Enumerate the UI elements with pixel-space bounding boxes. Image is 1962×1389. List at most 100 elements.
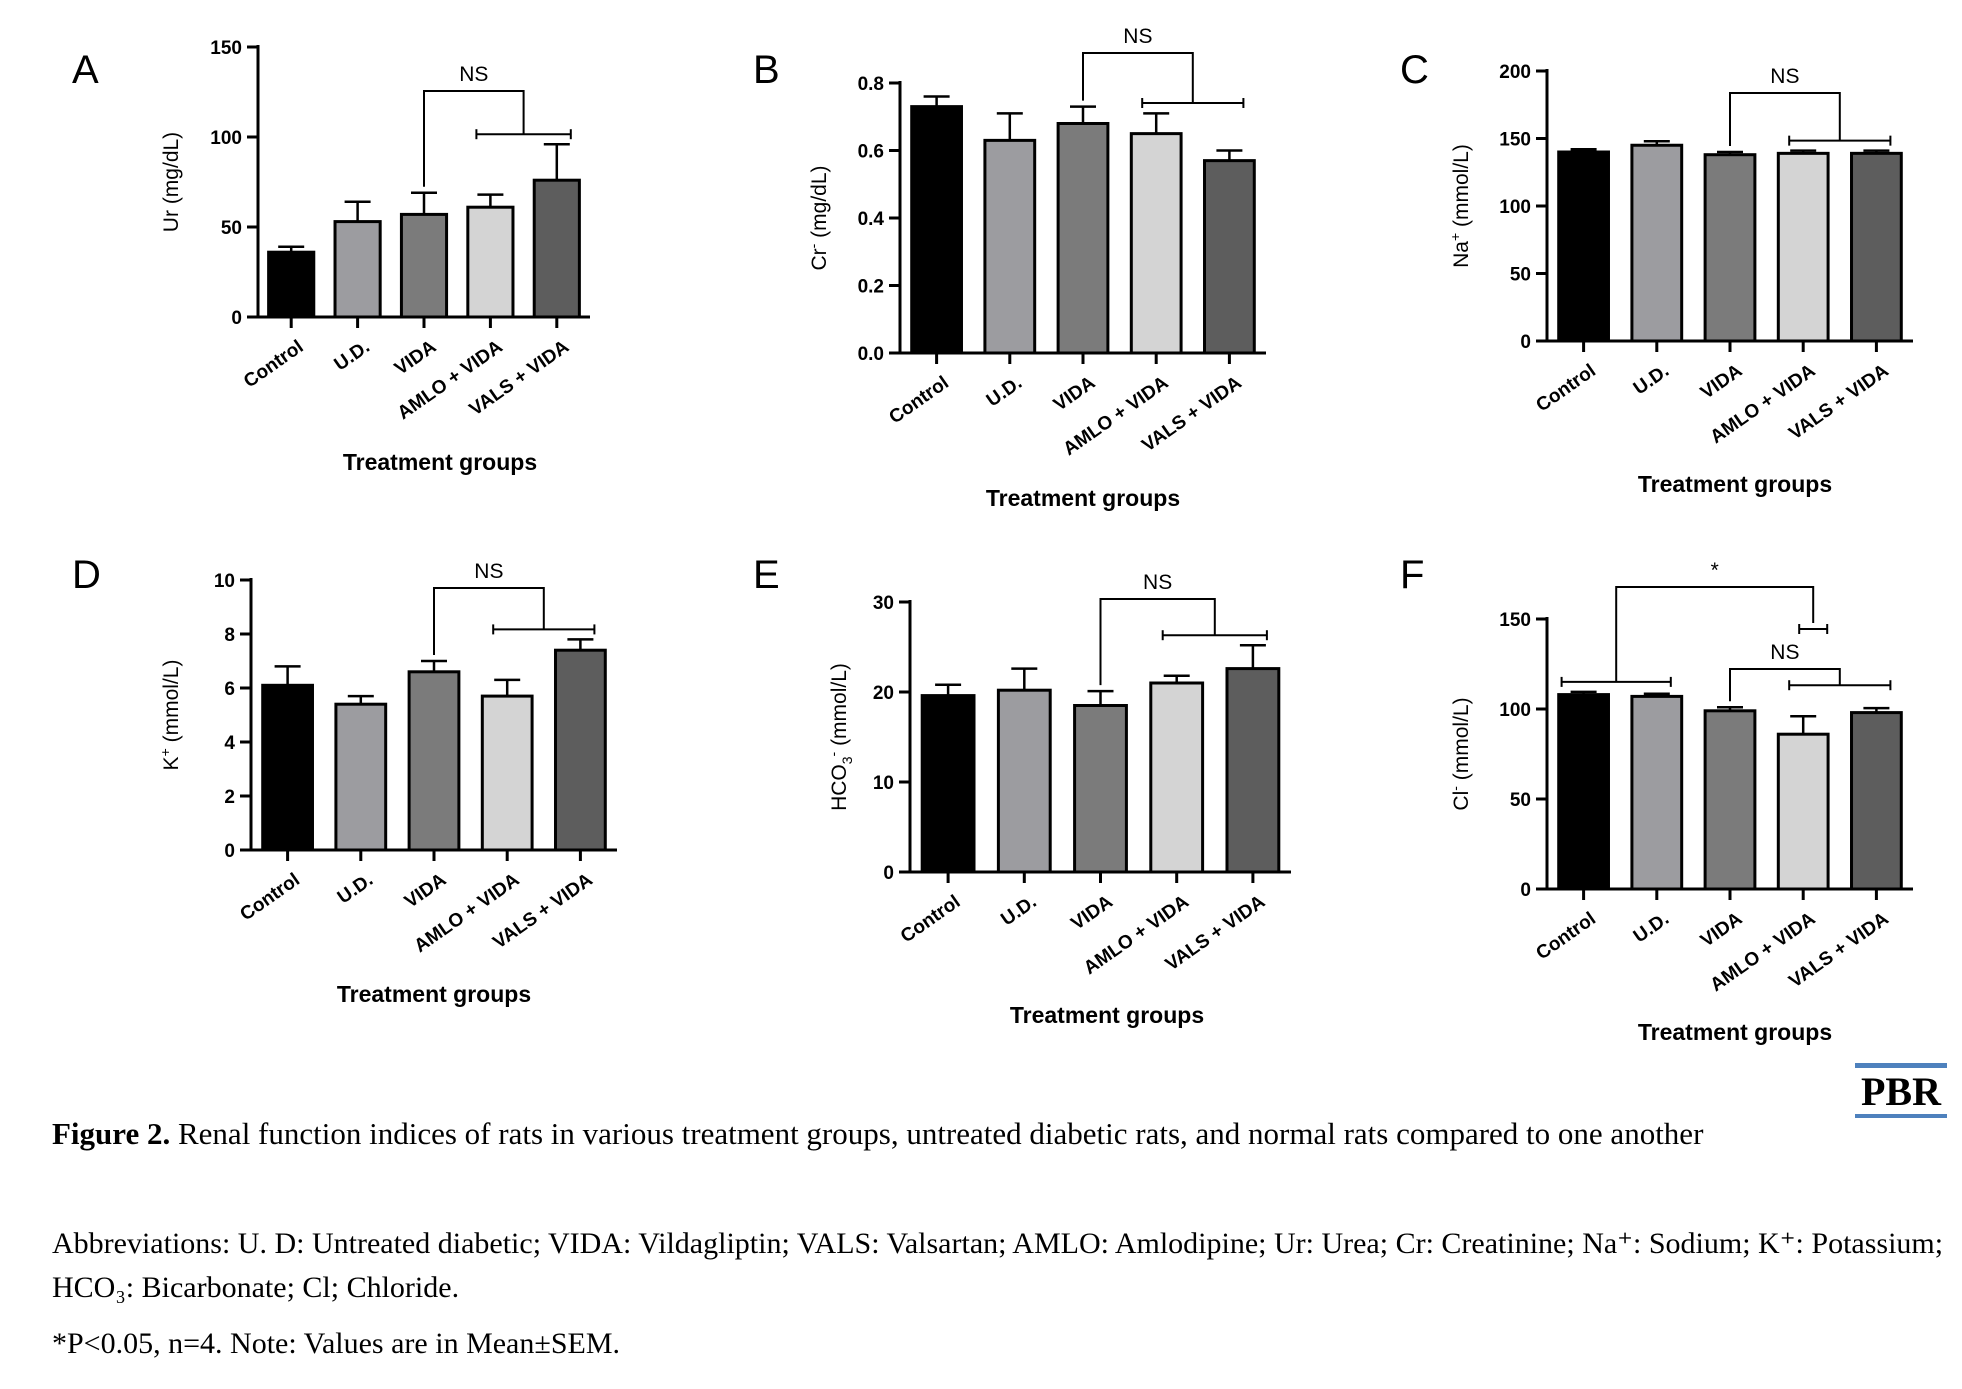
significance-connector: [433, 587, 545, 655]
bar: [1630, 694, 1684, 891]
y-tick-label: 0: [1520, 332, 1531, 353]
significance-label: NS: [459, 63, 488, 86]
significance-label: *: [1711, 559, 1719, 582]
y-axis-label: Na+ (mmol/L): [1447, 144, 1473, 268]
significance-connector: [1615, 586, 1815, 682]
y-tick-label: 8: [224, 625, 235, 646]
panel-letter: D: [72, 553, 101, 597]
category-label: VIDA: [1697, 360, 1746, 403]
category-label: U.D.: [997, 891, 1040, 930]
x-axis-label: Treatment groups: [1638, 1019, 1832, 1045]
category-label: Control: [240, 336, 307, 392]
significance-label: NS: [1143, 571, 1172, 594]
bar: [261, 683, 314, 852]
y-tick-label: 0: [1520, 880, 1531, 901]
significance-label: NS: [1770, 641, 1799, 664]
y-tick-label: 10: [873, 773, 894, 794]
x-axis-label: Treatment groups: [986, 485, 1180, 511]
caption-abbreviations: Abbreviations: U. D: Untreated diabetic;…: [52, 1227, 1944, 1304]
y-tick-label: 2: [224, 787, 235, 808]
panel-letter: E: [753, 553, 780, 597]
y-tick-label: 50: [1510, 790, 1531, 811]
category-label: U.D.: [983, 372, 1026, 411]
category-label: VIDA: [401, 869, 450, 912]
bar: [1776, 732, 1830, 891]
bar: [910, 105, 963, 355]
logo-rule-top: [1855, 1063, 1947, 1068]
x-axis-label: Treatment groups: [337, 981, 531, 1007]
category-label: Control: [885, 372, 952, 428]
bar: [1149, 681, 1205, 874]
bar: [1703, 153, 1757, 343]
y-tick-label: 50: [221, 218, 242, 239]
bar: [466, 205, 515, 319]
bar: [480, 694, 534, 852]
category-label: Control: [1532, 908, 1599, 964]
bar: [1129, 132, 1183, 355]
significance-connector: [1729, 92, 1841, 146]
bar: [334, 702, 388, 852]
bar: [1850, 151, 1903, 343]
category-label: U.D.: [1630, 360, 1673, 399]
bar: [983, 138, 1037, 355]
bar: [1630, 143, 1684, 343]
bar: [1203, 159, 1256, 355]
y-tick-label: 0: [883, 863, 894, 884]
bar: [1073, 704, 1128, 874]
bar: [996, 688, 1052, 874]
bar: [554, 648, 607, 852]
y-tick-label: 150: [1499, 130, 1531, 151]
logo-rule-bottom: [1855, 1114, 1947, 1118]
y-tick-label: 200: [1499, 62, 1531, 83]
bar: [920, 694, 976, 874]
significance-connector: [1729, 668, 1841, 702]
y-tick-label: 0.0: [858, 344, 884, 365]
panel-letter: B: [753, 48, 780, 92]
y-tick-label: 50: [1510, 265, 1531, 286]
y-axis-label: HCO3- (mmol/L): [825, 663, 855, 811]
y-tick-label: 100: [210, 128, 242, 149]
bar: [532, 178, 581, 319]
category-label: VIDA: [1050, 372, 1099, 415]
y-tick-label: 20: [873, 683, 894, 704]
y-tick-label: 0.8: [858, 74, 884, 95]
category-label: U.D.: [331, 336, 374, 375]
y-tick-label: 150: [210, 38, 242, 59]
y-axis-label: Cr- (mg/dL): [805, 165, 831, 270]
significance-connector: [1099, 598, 1216, 686]
caption-label: Figure 2.: [52, 1116, 171, 1151]
y-tick-label: 100: [1499, 700, 1531, 721]
y-tick-label: 0.2: [858, 277, 884, 298]
bar: [1776, 151, 1830, 343]
bar: [267, 250, 316, 319]
y-tick-label: 0: [224, 841, 235, 862]
y-axis-label: K+ (mmol/L): [157, 660, 183, 771]
significance-label: NS: [1123, 25, 1152, 48]
category-label: Control: [1532, 360, 1599, 416]
category-label: VIDA: [1697, 908, 1746, 951]
category-label: Control: [236, 869, 303, 925]
bar: [1056, 122, 1110, 355]
y-tick-label: 6: [224, 679, 235, 700]
category-label: U.D.: [1630, 908, 1673, 947]
y-axis-label: Cl- (mmol/L): [1447, 697, 1473, 810]
bar: [333, 220, 382, 319]
panel-letter: F: [1400, 553, 1424, 597]
category-label: U.D.: [334, 869, 377, 908]
y-tick-label: 0.6: [858, 142, 884, 163]
x-axis-label: Treatment groups: [1010, 1002, 1204, 1028]
category-label: VIDA: [391, 336, 440, 379]
bar: [1703, 709, 1757, 891]
figure-caption: Figure 2. Renal function indices of rats…: [52, 1112, 1952, 1157]
caption-note: *P<0.05, n=4. Note: Values are in Mean±S…: [52, 1327, 621, 1360]
bar: [1557, 693, 1610, 891]
bar: [399, 212, 449, 319]
panel-letter: C: [1400, 48, 1429, 92]
